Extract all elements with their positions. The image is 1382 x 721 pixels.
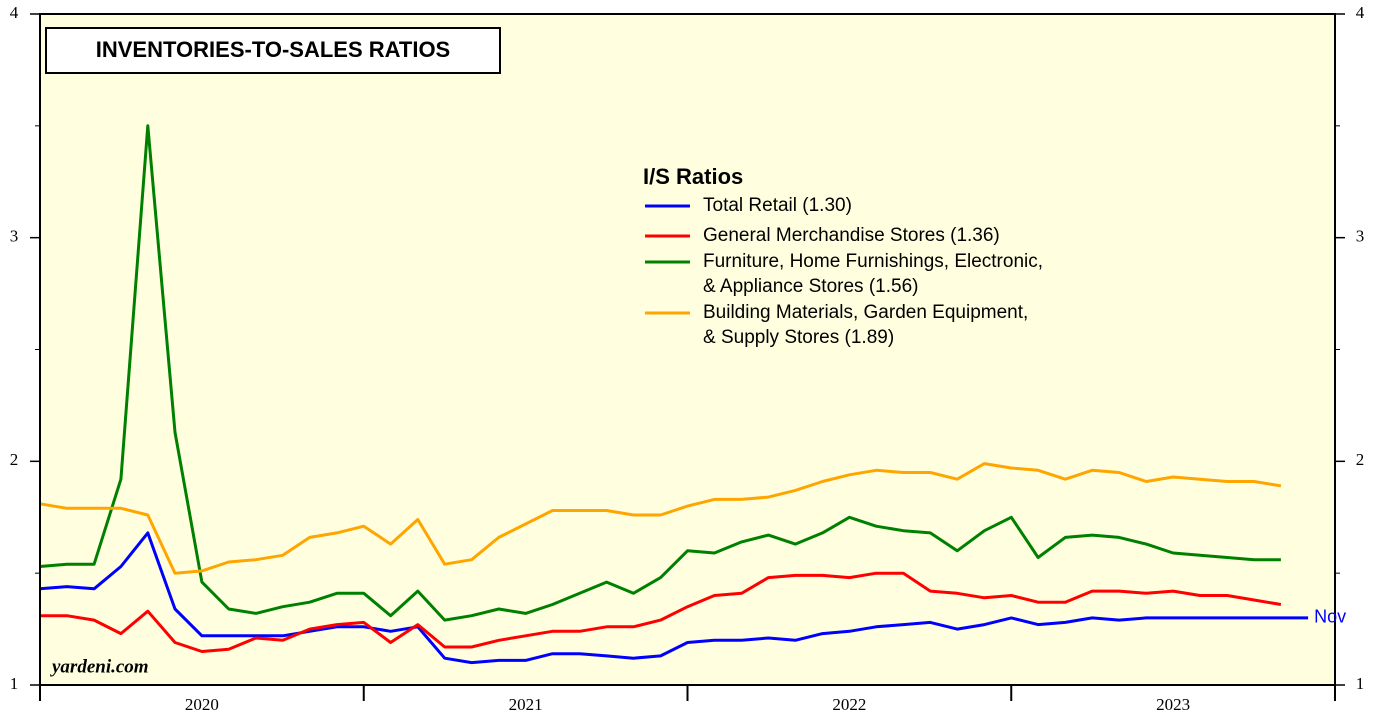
title-box (45, 27, 501, 74)
y2-tick-label: 1 (1356, 674, 1365, 693)
y-tick-label: 3 (10, 227, 19, 246)
legend-label: & Supply Stores (1.89) (703, 327, 894, 348)
y-tick-label: 2 (10, 450, 19, 469)
legend-label: Building Materials, Garden Equipment, (703, 302, 1028, 323)
legend-label: Total Retail (1.30) (703, 195, 852, 216)
legend-label: Furniture, Home Furnishings, Electronic, (703, 251, 1043, 272)
legend-title: I/S Ratios (643, 164, 743, 189)
chart-title: INVENTORIES-TO-SALES RATIOS (96, 37, 450, 62)
y-tick-label: 1 (10, 674, 19, 693)
series-line (39, 462, 1282, 575)
y2-tick-label: 3 (1356, 227, 1365, 246)
source: yardeni.com (50, 656, 149, 677)
y2-tick-label: 2 (1356, 450, 1365, 469)
x-tick-label: 2021 (509, 695, 543, 714)
x-tick-label: 2020 (185, 695, 219, 714)
series-line (39, 531, 1309, 665)
y-tick-label: 4 (10, 3, 19, 22)
annotation: Nov (1314, 607, 1346, 627)
legend-label: General Merchandise Stores (1.36) (703, 225, 1000, 246)
x-tick-label: 2022 (832, 695, 866, 714)
series-line (40, 571, 1282, 653)
legend-label: & Appliance Stores (1.56) (703, 276, 918, 297)
y2-tick-label: 4 (1356, 3, 1365, 22)
series-line (39, 124, 1281, 622)
plot-area (40, 14, 1335, 685)
x-tick-label: 2023 (1156, 695, 1190, 714)
